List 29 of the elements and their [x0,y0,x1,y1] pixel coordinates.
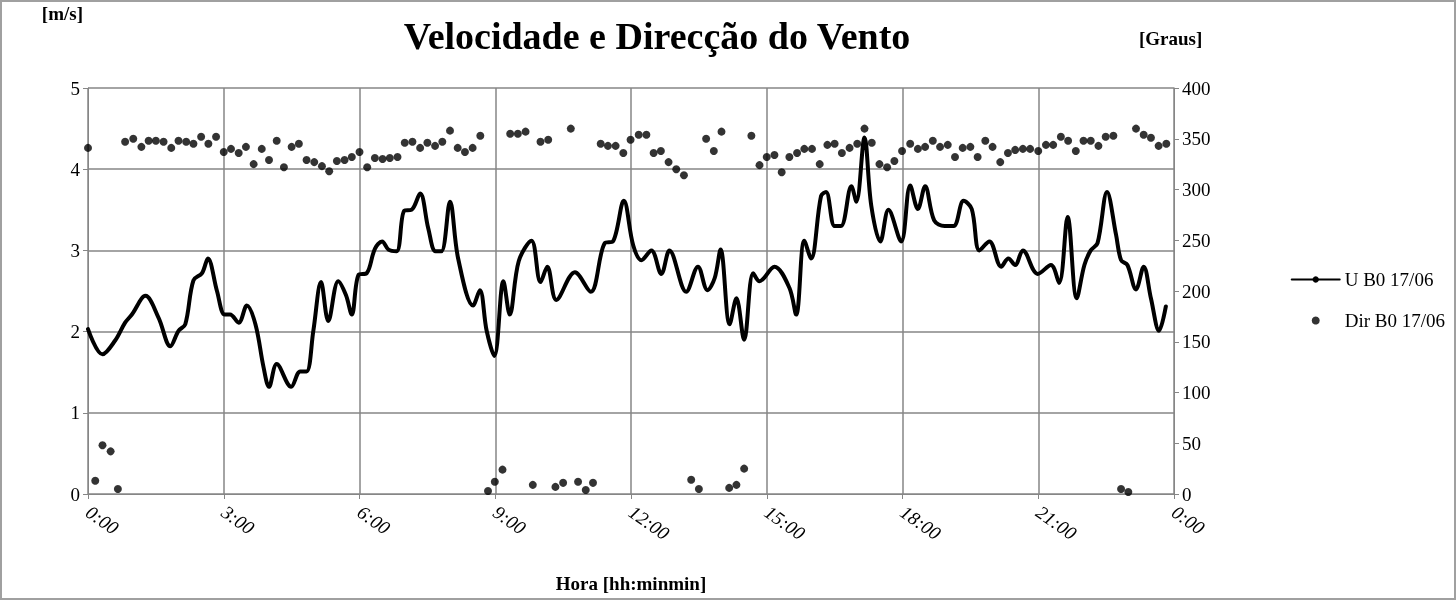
y-tick-label: 4 [70,158,81,180]
y2-tick-label: 150 [1182,331,1211,353]
y2-tick-label: 300 [1182,179,1211,200]
y2-axis-title: [Graus] [1139,28,1203,49]
legend-label: Dir B0 17/06 [1344,310,1445,331]
y2-tick-label: 250 [1182,229,1211,251]
y-tick-label: 0 [70,483,80,505]
x-axis-title: Hora [hh:minmin] [555,573,707,594]
y-tick-label: 5 [70,77,80,99]
x-tick-label: 12:00 [624,501,674,545]
y-tick-label: 2 [70,321,80,343]
line-series [86,135,1168,389]
x-tick-label: 18:00 [896,501,946,545]
x-tick-label: 9:00 [489,501,531,539]
y2-tick-label: 200 [1182,280,1211,302]
y-tick-label: 3 [70,239,80,261]
x-tick-label: 6:00 [353,501,395,539]
x-tick-label: 21:00 [1032,501,1081,545]
legend-label: U B0 17/06 [1344,269,1434,290]
y2-tick-label: 400 [1182,77,1211,99]
chart-title: Velocidade e Direcção do Vento [403,15,911,57]
y-tick-label: 1 [70,402,80,424]
y2-tick-label: 50 [1182,432,1201,454]
y2-tick-label: 350 [1182,128,1211,150]
x-tick-label: 0:00 [81,501,123,539]
y-axis-title: [m/s] [41,3,83,24]
x-tick-label: 15:00 [760,501,810,545]
y2-tick-label: 100 [1182,382,1211,403]
x-tick-label: 3:00 [216,500,259,539]
